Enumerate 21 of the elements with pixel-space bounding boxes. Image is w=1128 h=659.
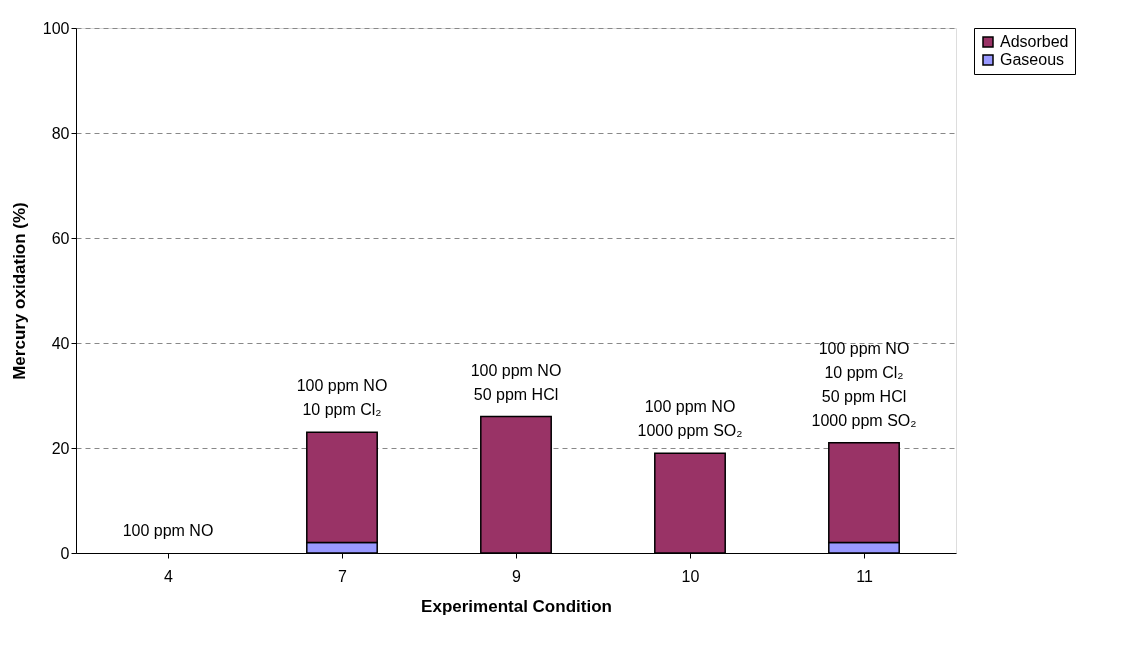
y-tick-label: 60 [51, 229, 70, 247]
text: 100 ppm NO 50 ppm HCl [470, 361, 562, 403]
x-tick-label: 10 [681, 567, 700, 585]
y-tick-label: 100 [42, 19, 70, 37]
y-axis-title: Mercury oxidation (%) [9, 202, 29, 380]
legend-label: Adsorbed [1000, 33, 1069, 50]
y-tick-label: 0 [60, 544, 70, 562]
text: 50 ppm HCl 1000 ppm SO₂ [811, 387, 917, 429]
y-tick-label: 20 [51, 439, 70, 457]
text: 100 ppm NO 10 ppm Cl₂ [296, 377, 388, 419]
annotation: 100 ppm NO 10 ppm Cl₂ [818, 339, 910, 381]
x-axis-title: Experimental Condition [421, 596, 612, 616]
x-tick-label: 7 [338, 567, 348, 585]
annotation: 100 ppm NO [122, 522, 214, 539]
text: 100 ppm NO 1000 ppm SO₂ [637, 398, 743, 440]
legend-label: Gaseous [1000, 51, 1065, 68]
y-tick-label: 40 [51, 334, 70, 352]
x-tick-label: 9 [512, 567, 522, 585]
x-tick-label: 4 [164, 567, 174, 585]
y-tick-label: 80 [51, 124, 70, 142]
x-tick-label: 11 [856, 567, 873, 585]
